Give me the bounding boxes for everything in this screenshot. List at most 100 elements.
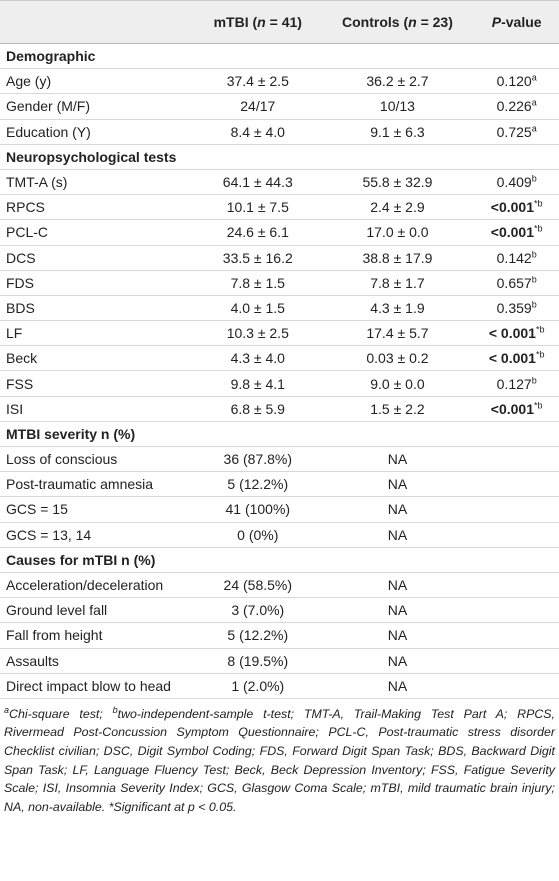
row-label: Acceleration/deceleration: [0, 572, 195, 599]
p-cell: [474, 648, 559, 674]
data-row: Age (y) 37.4 ± 2.5 36.2 ± 2.7 0.120a: [0, 68, 559, 95]
section-title: MTBI severity n (%): [0, 421, 559, 448]
header-text: = 23): [416, 14, 453, 30]
header-text: = 41): [265, 14, 302, 30]
controls-cell: 7.8 ± 1.7: [320, 270, 475, 296]
row-label: ISI: [0, 396, 195, 422]
p-note: b: [531, 173, 537, 184]
controls-cell: 1.5 ± 2.2: [320, 396, 475, 422]
controls-cell: NA: [320, 597, 475, 624]
p-note: b: [531, 274, 537, 285]
row-label: PCL-C: [0, 219, 195, 246]
mtbi-cell: 10.1 ± 7.5: [195, 194, 321, 221]
mtbi-cell: 1 (2.0%): [195, 673, 321, 699]
mtbi-cell: 33.5 ± 16.2: [195, 245, 321, 271]
p-cell: [474, 673, 559, 699]
p-value: <0.001: [490, 224, 535, 241]
header-cell: [0, 0, 195, 44]
p-cell: < 0.001*b: [474, 345, 559, 372]
data-row: Acceleration/deceleration 24 (58.5%) NA: [0, 572, 559, 599]
data-row: Direct impact blow to head 1 (2.0%) NA: [0, 673, 559, 699]
header-text: mTBI (: [213, 14, 258, 30]
row-label: TMT-A (s): [0, 169, 195, 196]
row-label: Education (Y): [0, 119, 195, 145]
mtbi-cell: 24/17: [195, 93, 321, 120]
p-value: 0.725: [496, 123, 532, 140]
mtbi-cell: 37.4 ± 2.5: [195, 68, 321, 95]
controls-cell: NA: [320, 446, 475, 473]
p-cell: [474, 522, 559, 548]
p-note: b: [531, 248, 537, 259]
header-cell: Controls (n = 23): [320, 0, 475, 44]
data-row: Assaults 8 (19.5%) NA: [0, 648, 559, 674]
mtbi-cell: 5 (12.2%): [195, 471, 321, 498]
p-value: <0.001: [490, 400, 535, 417]
header-row: mTBI (n = 41) Controls (n = 23) P-value: [0, 0, 559, 44]
p-value: 0.142: [496, 249, 532, 266]
p-value: 0.127: [496, 375, 532, 392]
p-cell: [474, 572, 559, 599]
controls-cell: 10/13: [320, 93, 475, 120]
mtbi-cell: 4.0 ± 1.5: [195, 295, 321, 322]
controls-cell: 0.03 ± 0.2: [320, 345, 475, 372]
p-cell: 0.657b: [474, 270, 559, 296]
p-cell: 0.359b: [474, 295, 559, 322]
data-table: mTBI (n = 41) Controls (n = 23) P-value De…: [0, 0, 559, 699]
row-label: GCS = 13, 14: [0, 522, 195, 548]
row-label: BDS: [0, 295, 195, 322]
p-cell: [474, 622, 559, 649]
p-note: b: [531, 374, 537, 385]
p-note: *b: [534, 198, 543, 209]
data-row: GCS = 15 41 (100%) NA: [0, 496, 559, 523]
mtbi-cell: 36 (87.8%): [195, 446, 321, 473]
p-note: a: [531, 97, 537, 108]
controls-cell: 9.1 ± 6.3: [320, 119, 475, 145]
mtbi-cell: 7.8 ± 1.5: [195, 270, 321, 296]
controls-cell: NA: [320, 522, 475, 548]
footnote-text: two-independent-sample t-test; TMT-A, Tr…: [4, 706, 555, 814]
data-row: ISI 6.8 ± 5.9 1.5 ± 2.2 <0.001*b: [0, 396, 559, 422]
footnote: aChi-square test; btwo-independent-sampl…: [0, 699, 559, 817]
row-label: GCS = 15: [0, 496, 195, 523]
data-row: LF 10.3 ± 2.5 17.4 ± 5.7 < 0.001*b: [0, 320, 559, 347]
controls-cell: NA: [320, 673, 475, 699]
row-label: LF: [0, 320, 195, 347]
mtbi-cell: 8.4 ± 4.0: [195, 119, 321, 145]
p-value: 0.409: [496, 174, 532, 191]
p-cell: <0.001*b: [474, 396, 559, 422]
p-cell: [474, 496, 559, 523]
header-text: n: [257, 14, 266, 30]
data-row: Ground level fall 3 (7.0%) NA: [0, 597, 559, 624]
row-label: Ground level fall: [0, 597, 195, 624]
p-note: *b: [534, 223, 543, 234]
mtbi-cell: 6.8 ± 5.9: [195, 396, 321, 422]
row-label: FSS: [0, 370, 195, 397]
p-note: a: [531, 72, 537, 83]
row-label: Beck: [0, 345, 195, 372]
controls-cell: 17.4 ± 5.7: [320, 320, 475, 347]
mtbi-cell: 64.1 ± 44.3: [195, 169, 321, 196]
header-text: -value: [501, 14, 542, 30]
p-value: 0.359: [496, 299, 532, 316]
p-cell: [474, 471, 559, 498]
mtbi-cell: 10.3 ± 2.5: [195, 320, 321, 347]
data-row: Loss of conscious 36 (87.8%) NA: [0, 446, 559, 473]
p-value: <0.001: [490, 199, 535, 216]
section-title: Causes for mTBI n (%): [0, 547, 559, 573]
header-text: P: [491, 14, 502, 30]
p-value: 0.226: [496, 98, 532, 115]
row-label: Loss of conscious: [0, 446, 195, 473]
mtbi-cell: 5 (12.2%): [195, 622, 321, 649]
data-row: FDS 7.8 ± 1.5 7.8 ± 1.7 0.657b: [0, 270, 559, 296]
section-title: Neuropsychological tests: [0, 144, 559, 170]
row-label: Post-traumatic amnesia: [0, 471, 195, 498]
controls-cell: NA: [320, 496, 475, 523]
row-label: Fall from height: [0, 622, 195, 649]
mtbi-cell: 8 (19.5%): [195, 648, 321, 674]
p-cell: 0.409b: [474, 169, 559, 196]
controls-cell: 36.2 ± 2.7: [320, 68, 475, 95]
p-note: *b: [535, 349, 545, 360]
controls-cell: NA: [320, 622, 475, 649]
p-note: a: [531, 123, 537, 133]
